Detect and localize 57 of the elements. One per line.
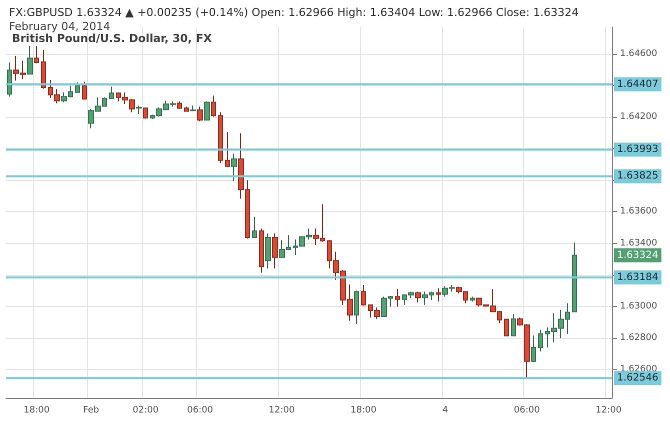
candlestick — [218, 112, 223, 164]
ref-line-label: 1.63993 — [617, 144, 658, 156]
candlestick — [572, 242, 577, 312]
candlestick — [75, 82, 80, 93]
candlestick — [109, 86, 114, 100]
ref-line-label: 1.62546 — [617, 372, 658, 384]
text: 1.63324 — [617, 250, 658, 261]
candlestick — [190, 105, 196, 112]
ref-line-label: 1.63825 — [617, 170, 658, 182]
chart-subtitle: February 04, 2014 — [9, 20, 110, 33]
candlestick — [252, 216, 257, 238]
candlestick — [395, 288, 400, 308]
x-tick-label: 12:00 — [596, 406, 622, 416]
candlestick — [184, 106, 189, 112]
y-tick-label: 1.64200 — [620, 112, 658, 122]
chart-title: FX:GBPUSD 1.63324 ▲ +0.00235 (+0.14%) Open: 1.62966 High: 1.63404 Low: 1.62966 Close: 1.63324 — [9, 6, 579, 19]
candlestick — [27, 45, 33, 75]
candlestick — [204, 100, 210, 120]
candlestick — [354, 290, 359, 325]
candlestick — [177, 100, 182, 110]
candlestick — [265, 232, 271, 269]
candlestick — [511, 314, 516, 337]
x-tick-label: 06:00 — [187, 406, 214, 416]
ref-line-label: 1.63184 — [617, 272, 658, 283]
candlestick — [136, 105, 142, 114]
candlestick — [41, 49, 46, 90]
candlestick — [197, 106, 203, 122]
candlestick — [34, 45, 39, 64]
annotation: British Pound/U.S. Dollar, 30, FX — [12, 32, 212, 45]
x-tick-label: 4 — [442, 406, 448, 416]
candlestick — [211, 95, 216, 118]
y-tick-label: 1.64600 — [620, 48, 658, 59]
candlestick — [538, 329, 543, 352]
candlestick — [415, 291, 421, 303]
ref-line-label: 1.64407 — [617, 78, 658, 90]
y-tick-label: 1.62800 — [620, 333, 658, 344]
x-tick-label: 06:00 — [514, 406, 540, 416]
y-tick-label: 1.63600 — [620, 206, 658, 217]
candlestick — [361, 284, 366, 306]
candlestick — [231, 153, 237, 182]
candlestick — [225, 132, 230, 168]
candlestick — [470, 296, 475, 302]
candlestick — [531, 334, 536, 363]
candlestick — [7, 62, 12, 98]
x-tick-label: Feb — [83, 406, 100, 416]
candlestick — [143, 107, 148, 120]
candlestick — [259, 228, 264, 274]
x-tick-label: 18:00 — [350, 406, 377, 416]
x-tick-label: 02:00 — [132, 406, 159, 416]
candlestick — [272, 232, 278, 269]
candlestick — [436, 288, 441, 302]
candlestick — [504, 318, 509, 337]
y-tick-label: 1.63400 — [620, 238, 658, 248]
candlestick — [82, 81, 87, 100]
y-tick-label: 1.63000 — [620, 301, 658, 312]
x-tick-label: 18:00 — [24, 406, 50, 416]
x-tick-label: 12:00 — [268, 406, 296, 416]
